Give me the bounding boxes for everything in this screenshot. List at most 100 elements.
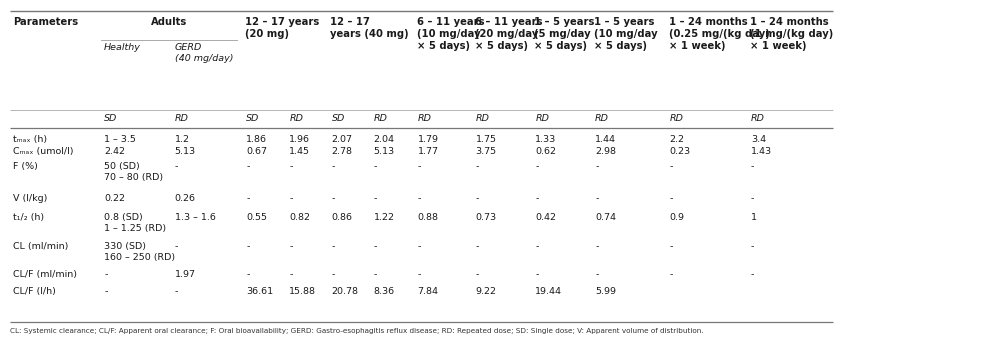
Text: 5.99: 5.99 [595, 287, 616, 296]
Text: -: - [670, 162, 673, 171]
Text: -: - [595, 242, 598, 251]
Text: 2.04: 2.04 [374, 134, 395, 144]
Text: F (%): F (%) [13, 162, 38, 171]
Text: -: - [418, 242, 421, 251]
Text: -: - [751, 242, 754, 251]
Text: 36.61: 36.61 [246, 287, 273, 296]
Text: -: - [289, 162, 293, 171]
Text: 6 – 11 years
(10 mg/day
× 5 days): 6 – 11 years (10 mg/day × 5 days) [417, 17, 484, 51]
Text: 3.75: 3.75 [476, 147, 497, 156]
Text: -: - [289, 242, 293, 251]
Text: tₘₐₓ (h): tₘₐₓ (h) [13, 134, 47, 144]
Text: t₁/₂ (h): t₁/₂ (h) [13, 213, 44, 222]
Text: RD: RD [670, 114, 684, 122]
Text: 1.3 – 1.6: 1.3 – 1.6 [175, 213, 216, 222]
Text: 2.07: 2.07 [331, 134, 352, 144]
Text: -: - [175, 242, 178, 251]
Text: RD: RD [476, 114, 490, 122]
Text: -: - [331, 194, 335, 203]
Text: -: - [595, 162, 598, 171]
Text: 2.98: 2.98 [595, 147, 616, 156]
Text: 0.67: 0.67 [246, 147, 267, 156]
Text: RD: RD [418, 114, 432, 122]
Text: -: - [331, 270, 335, 279]
Text: RD: RD [535, 114, 549, 122]
Text: CL/F (l/h): CL/F (l/h) [13, 287, 56, 296]
Text: GERD
(40 mg/day): GERD (40 mg/day) [175, 43, 233, 63]
Text: 1 – 24 months
(0.25 mg/(kg day)
× 1 week): 1 – 24 months (0.25 mg/(kg day) × 1 week… [669, 17, 769, 51]
Text: -: - [374, 194, 377, 203]
Text: -: - [751, 270, 754, 279]
Text: 0.8 (SD)
1 – 1.25 (RD): 0.8 (SD) 1 – 1.25 (RD) [104, 213, 166, 233]
Text: -: - [418, 270, 421, 279]
Text: 12 – 17 years
(20 mg): 12 – 17 years (20 mg) [245, 17, 319, 39]
Text: 0.74: 0.74 [595, 213, 616, 222]
Text: 1.2: 1.2 [175, 134, 190, 144]
Text: Adults: Adults [151, 17, 187, 27]
Text: RD: RD [175, 114, 189, 122]
Text: -: - [476, 162, 479, 171]
Text: 0.86: 0.86 [331, 213, 352, 222]
Text: 1: 1 [751, 213, 757, 222]
Text: V (l/kg): V (l/kg) [13, 194, 47, 203]
Text: -: - [476, 242, 479, 251]
Text: -: - [595, 194, 598, 203]
Text: -: - [535, 194, 539, 203]
Text: -: - [289, 194, 293, 203]
Text: -: - [374, 270, 377, 279]
Text: 1 – 3.5: 1 – 3.5 [104, 134, 136, 144]
Text: Parameters: Parameters [13, 17, 78, 27]
Text: -: - [670, 242, 673, 251]
Text: 5.13: 5.13 [374, 147, 395, 156]
Text: CL/F (ml/min): CL/F (ml/min) [13, 270, 77, 279]
Text: 2.78: 2.78 [331, 147, 352, 156]
Text: -: - [374, 162, 377, 171]
Text: -: - [246, 242, 250, 251]
Text: -: - [670, 194, 673, 203]
Text: -: - [535, 162, 539, 171]
Text: -: - [535, 242, 539, 251]
Text: 15.88: 15.88 [289, 287, 316, 296]
Text: RD: RD [595, 114, 609, 122]
Text: 1.86: 1.86 [246, 134, 267, 144]
Text: 1.77: 1.77 [418, 147, 439, 156]
Text: SD: SD [331, 114, 345, 122]
Text: 12 – 17
years (40 mg): 12 – 17 years (40 mg) [330, 17, 409, 39]
Text: 5.13: 5.13 [175, 147, 196, 156]
Text: 0.23: 0.23 [670, 147, 691, 156]
Text: 50 (SD)
70 – 80 (RD): 50 (SD) 70 – 80 (RD) [104, 162, 163, 182]
Text: RD: RD [751, 114, 765, 122]
Text: 8.36: 8.36 [374, 287, 395, 296]
Text: 1.96: 1.96 [289, 134, 310, 144]
Text: 1.43: 1.43 [751, 147, 772, 156]
Text: -: - [331, 242, 335, 251]
Text: -: - [418, 194, 421, 203]
Text: 1.79: 1.79 [418, 134, 439, 144]
Text: SD: SD [246, 114, 260, 122]
Text: -: - [104, 270, 107, 279]
Text: -: - [751, 194, 754, 203]
Text: -: - [246, 162, 250, 171]
Text: 3.4: 3.4 [751, 134, 766, 144]
Text: 0.9: 0.9 [670, 213, 685, 222]
Text: 1.33: 1.33 [535, 134, 557, 144]
Text: CL: Systemic clearance; CL/F: Apparent oral clearance; F: Oral bioavailability; : CL: Systemic clearance; CL/F: Apparent o… [10, 328, 704, 334]
Text: 0.22: 0.22 [104, 194, 125, 203]
Text: 20.78: 20.78 [331, 287, 358, 296]
Text: -: - [104, 287, 107, 296]
Text: CL (ml/min): CL (ml/min) [13, 242, 68, 251]
Text: -: - [418, 162, 421, 171]
Text: 9.22: 9.22 [476, 287, 496, 296]
Text: Healthy: Healthy [104, 43, 141, 52]
Text: 1.75: 1.75 [476, 134, 496, 144]
Text: -: - [246, 194, 250, 203]
Text: 0.88: 0.88 [418, 213, 439, 222]
Text: 1.97: 1.97 [175, 270, 196, 279]
Text: 1.44: 1.44 [595, 134, 616, 144]
Text: 2.42: 2.42 [104, 147, 125, 156]
Text: 2.2: 2.2 [670, 134, 685, 144]
Text: 1.22: 1.22 [374, 213, 395, 222]
Text: 1 – 5 years
(10 mg/day
× 5 days): 1 – 5 years (10 mg/day × 5 days) [594, 17, 658, 51]
Text: 0.42: 0.42 [535, 213, 556, 222]
Text: RD: RD [374, 114, 388, 122]
